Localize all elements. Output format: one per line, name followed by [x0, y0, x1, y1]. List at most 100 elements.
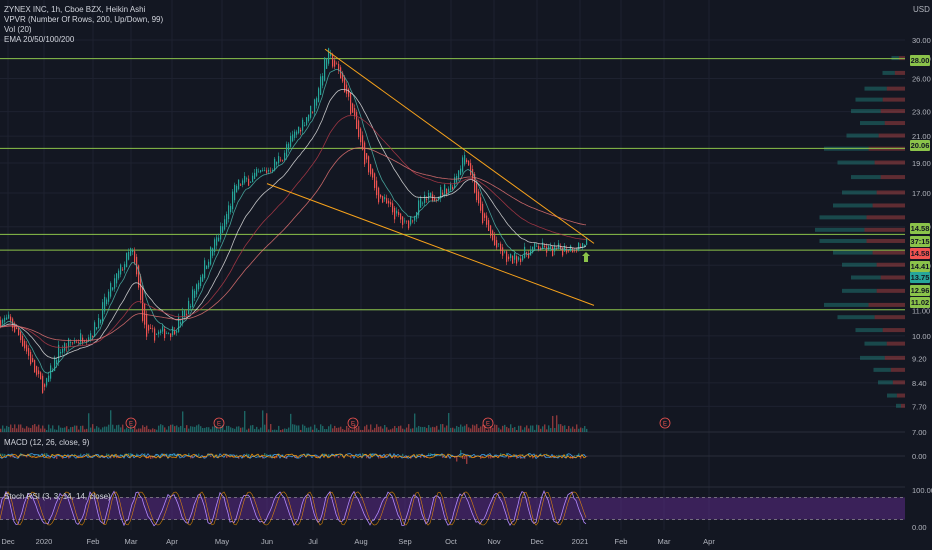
candle-body	[196, 284, 198, 295]
volume-bar	[220, 426, 222, 432]
candle-body	[576, 250, 578, 252]
volume-bar	[462, 426, 464, 432]
trendlines[interactable]	[266, 48, 595, 306]
macd-histogram-bar	[334, 456, 336, 458]
candle-body	[2, 319, 4, 324]
volume-bar	[310, 426, 312, 432]
vpvr-bar-down	[880, 175, 905, 180]
macd-histogram-bar	[10, 456, 12, 458]
volume-bar	[108, 424, 110, 432]
volume-bar	[252, 425, 254, 432]
volume-bar	[312, 429, 314, 432]
candle-body	[94, 322, 96, 337]
volume-bar	[476, 424, 478, 432]
candle-body	[256, 169, 258, 176]
volume-bar	[372, 429, 374, 432]
price-tick-label: 21.00	[912, 132, 931, 141]
macd-histogram-bar	[188, 453, 190, 456]
macd-histogram-bar	[344, 455, 346, 456]
macd-histogram-bar	[456, 456, 458, 462]
candle-body	[328, 48, 330, 64]
volume-bar	[142, 425, 144, 432]
volume-bar	[260, 427, 262, 432]
candle-body	[510, 254, 512, 258]
candle-body	[476, 183, 478, 201]
macd-histogram-bar	[318, 456, 320, 457]
price-tag: 37:15	[910, 236, 930, 247]
macd-histogram-bar	[342, 456, 344, 457]
candle-body	[534, 243, 536, 250]
macd-histogram-bar	[296, 456, 298, 459]
macd-histogram-bar	[416, 454, 418, 456]
candle-body	[36, 366, 38, 375]
volume-bar	[202, 427, 204, 432]
volume-bar	[466, 424, 468, 432]
volume-bar	[364, 426, 366, 432]
volume-bar	[502, 425, 504, 432]
volume-bar	[146, 425, 148, 432]
macd-histogram-bar	[264, 453, 266, 456]
volume-bar	[16, 428, 18, 432]
candle-body	[40, 372, 42, 380]
legend-symbol: ZYNEX INC, 1h, Cboe BZX, Heikin Ashi	[4, 5, 146, 14]
time-axis[interactable]: Dec 2020 Feb Mar Apr May Jun Jul Aug Sep Oct Nov Dec…	[1, 537, 715, 546]
candle-body	[264, 170, 266, 171]
volume-bar	[248, 428, 250, 432]
vpvr-bar-down	[866, 215, 905, 220]
candle-body	[276, 161, 278, 165]
macd-histogram-bar	[316, 456, 318, 458]
candle-body	[388, 200, 390, 204]
candle-body	[230, 206, 232, 213]
vpvr-bar-down	[894, 70, 905, 75]
legend-vpvr: VPVR (Number Of Rows, 200, Up/Down, 99)	[4, 15, 164, 24]
volume-bar	[170, 424, 172, 432]
volume-bar	[418, 425, 420, 432]
candle-body	[412, 220, 414, 222]
volume-bar	[2, 425, 4, 432]
macd-histogram-bar	[482, 456, 484, 458]
macd-histogram-bar	[558, 454, 560, 456]
time-tick-label: Mar	[125, 537, 138, 546]
volume-bar	[454, 428, 456, 432]
candle-body	[188, 300, 190, 315]
volume-bar	[538, 425, 540, 432]
candle-body	[212, 248, 214, 256]
candle-body	[182, 311, 184, 324]
candle-body	[366, 153, 368, 160]
volume-bar	[92, 424, 94, 432]
volume-bar	[46, 429, 48, 432]
volume-bar	[546, 429, 548, 432]
candle-body	[414, 216, 416, 221]
volume-bar	[60, 427, 62, 432]
volume-bar	[330, 424, 332, 432]
volume-bar	[276, 429, 278, 432]
price-axis[interactable]: 30.0028.0026.0023.0021.0019.0017.0015.00…	[912, 36, 932, 532]
volume-bar	[580, 427, 582, 432]
macd-histogram-bar	[118, 456, 120, 458]
volume-bar	[346, 425, 348, 432]
candle-body	[92, 336, 94, 338]
macd-histogram-bar	[378, 456, 380, 459]
candle-body	[162, 326, 164, 332]
candle-body	[86, 340, 88, 342]
volume-bar	[404, 429, 406, 432]
candle-body	[390, 202, 392, 205]
vpvr-bar-down	[900, 403, 905, 408]
volume-bar	[328, 426, 330, 432]
volume-bar	[494, 424, 496, 432]
volume-bar	[74, 425, 76, 432]
macd-histogram-bar	[120, 454, 122, 456]
volume-bar	[530, 425, 532, 432]
candle-body	[536, 245, 538, 247]
volume-bar	[194, 426, 196, 432]
candle-body	[22, 335, 24, 346]
candle-body	[280, 159, 282, 161]
candle-body	[140, 276, 142, 301]
candle-body	[582, 243, 584, 247]
volume-bar	[522, 429, 524, 432]
candle-body	[472, 169, 474, 180]
candle-body	[128, 252, 130, 260]
candle-body	[284, 152, 286, 160]
